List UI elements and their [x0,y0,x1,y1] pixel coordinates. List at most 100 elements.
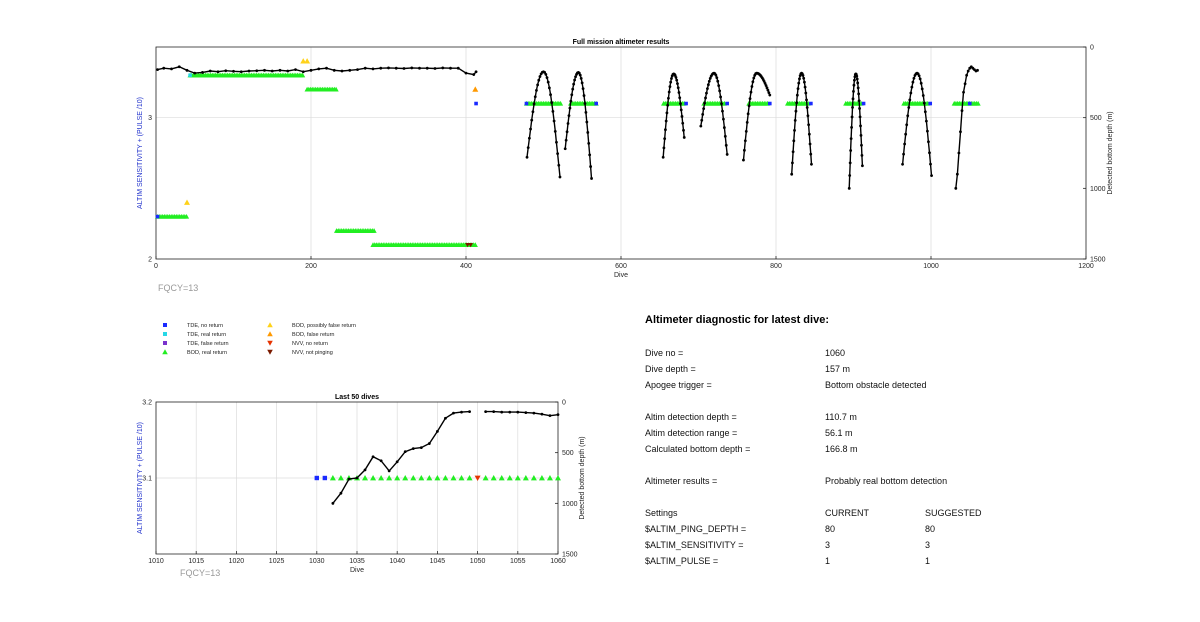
chart-title: Last 50 dives [335,394,379,401]
bod-real-marker [450,475,457,481]
legend-marker [267,331,273,337]
depth-point [348,68,352,72]
depth-point [682,128,685,132]
x-axis-label: Dive [614,272,628,279]
depth-point [954,186,958,190]
depth-point [582,94,586,97]
setting-suggested: 1 [925,556,931,566]
diag-row-altimeter-results: Altimeter results = Probably real bottom… [645,476,1145,488]
bod-real-marker [371,228,377,233]
depth-point [551,109,555,113]
diag-row-detection-depth: Altim detection depth = 110.7 m [645,412,1145,424]
y2-tick-label: 0 [1090,45,1094,52]
depth-point [573,78,577,82]
depth-point [921,94,925,97]
depth-point [530,118,534,122]
depth-point [719,95,722,99]
depth-point [394,66,398,70]
diag-value: 157 m [825,364,851,374]
depth-point [331,501,335,505]
depth-point [566,122,570,125]
depth-point [856,81,860,85]
depth-point [851,105,854,109]
setting-label: $ALTIM_PULSE = [645,556,719,566]
depth-point [849,149,853,152]
y2-tick-label: 1500 [1090,257,1106,264]
depth-point [707,79,711,83]
depth-point [764,84,768,87]
depth-point [763,81,767,85]
depth-point [798,77,801,81]
legend-marker [267,340,273,346]
bod-real-marker [402,475,409,481]
depth-point [589,165,593,168]
depth-point [767,91,771,95]
y-axis-label: ALTIM SENSITIVITY + (PULSE /10) [137,97,144,209]
bod-real-marker [490,475,497,481]
depth-point [682,136,686,139]
x-axis-label: Dive [350,567,364,574]
setting-suggested: 80 [925,524,936,534]
depth-point [912,76,916,80]
x-tick-label: 1030 [309,558,325,565]
diag-row-bottom-depth: Calculated bottom depth = 166.8 m [645,444,1145,456]
depth-point [526,146,530,150]
diag-label: Altim detection depth = [645,412,737,422]
nvv-no-return-marker [474,475,481,481]
depth-point [584,110,588,114]
depth-point [745,120,749,124]
depth-point [579,76,583,80]
depth-point [548,414,552,418]
bod-real-marker [498,475,505,481]
tde-no-return-marker [928,101,933,106]
depth-point [536,83,540,87]
depth-point [962,90,965,94]
depth-point [746,112,750,116]
depth-series-dive [564,71,593,179]
depth-point [679,108,683,112]
depth-series-dive [700,72,728,155]
y2-axis-label: Detected bottom depth (m) [579,436,586,519]
bod-real-marker [370,475,377,481]
depth-point [508,410,512,414]
diagnostic-title: Altimeter diagnostic for latest dive: [645,314,829,326]
x-tick-label: 1025 [269,558,285,565]
y2-tick-label: 500 [1090,115,1102,122]
depth-point [664,119,668,123]
bod-real-marker [538,475,545,481]
x-tick-label: 1040 [389,558,405,565]
bod-real-marker [472,242,478,247]
x-tick-label: 1045 [430,558,446,565]
depth-point [765,86,769,90]
depth-point [860,154,864,157]
bod-real-marker [394,475,401,481]
depth-point [699,124,703,128]
depth-point [665,111,669,115]
depth-point [704,96,707,100]
depth-point [263,68,266,72]
bod-possibly-false-marker [184,199,190,205]
depth-point [270,69,274,73]
chart-title: Full mission altimeter results [573,39,670,46]
depth-point [927,140,930,144]
depth-point [752,76,756,80]
depth-point [850,115,854,119]
x-tick-label: 1060 [550,558,566,565]
depth-point [910,85,914,89]
depth-point [793,119,797,122]
depth-point [387,66,390,70]
bod-real-marker [442,475,449,481]
depth-point [960,109,964,112]
depth-point [706,83,710,87]
depth-point [679,102,682,106]
bod-real-marker [557,100,564,106]
x-tick-label: 1055 [510,558,526,565]
depth-point [411,447,415,451]
depth-point [792,139,796,143]
depth-point [714,73,718,77]
depth-point [918,77,922,81]
depth-point [170,67,173,71]
depth-point [162,66,166,70]
nvv-not-pinging-marker [465,242,470,248]
depth-point [568,106,572,110]
